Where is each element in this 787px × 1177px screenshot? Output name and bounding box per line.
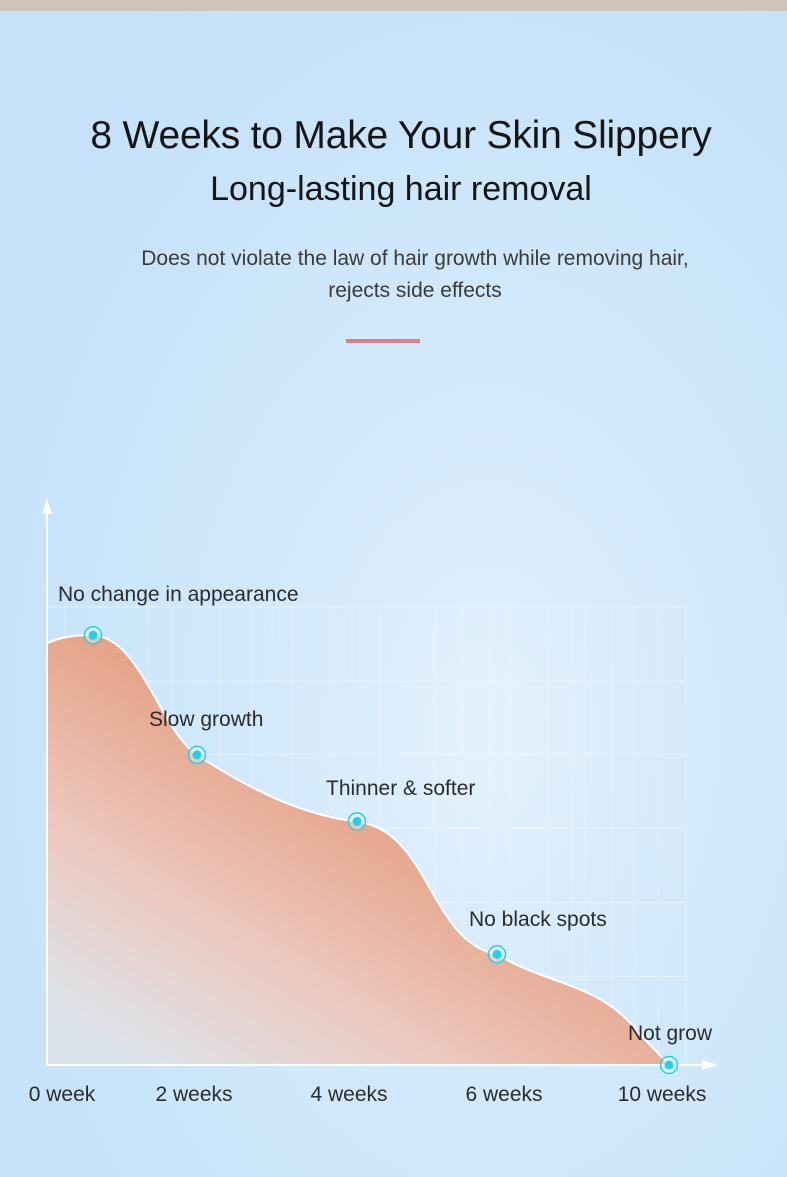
marker-dot bbox=[352, 816, 362, 826]
data-label: Not grow bbox=[628, 1022, 713, 1045]
page-subtitle: Long-lasting hair removal bbox=[210, 170, 592, 208]
x-tick-label: 10 weeks bbox=[618, 1083, 707, 1106]
description-line-2: rejects side effects bbox=[328, 279, 502, 302]
data-point-marker bbox=[187, 745, 207, 765]
marker-dot bbox=[88, 630, 98, 640]
data-label: Thinner & softer bbox=[326, 777, 475, 800]
marker-dot bbox=[492, 949, 502, 959]
marker-dot bbox=[664, 1060, 674, 1070]
x-tick-label: 6 weeks bbox=[465, 1083, 542, 1106]
hair-growth-chart: No change in appearance Slow growth Thinne… bbox=[29, 498, 718, 1106]
data-label: No change in appearance bbox=[58, 583, 299, 606]
description: Does not violate the law of hair growth … bbox=[60, 243, 770, 307]
data-point-marker bbox=[659, 1055, 679, 1075]
description-line-1: Does not violate the law of hair growth … bbox=[141, 247, 689, 270]
x-tick-label: 4 weeks bbox=[310, 1083, 387, 1106]
x-tick-labels: 0 week 2 weeks 4 weeks 6 weeks 10 weeks bbox=[29, 1083, 707, 1106]
data-label: No black spots bbox=[469, 908, 607, 931]
x-axis-arrow-icon bbox=[702, 1060, 718, 1070]
data-point-marker bbox=[83, 626, 103, 645]
data-labels: No change in appearance Slow growth Thinne… bbox=[58, 583, 713, 1045]
page-title: 8 Weeks to Make Your Skin Slippery bbox=[90, 114, 712, 157]
marker-dot bbox=[192, 750, 202, 760]
top-bar bbox=[0, 0, 787, 11]
data-markers bbox=[83, 626, 679, 1075]
data-point-marker bbox=[487, 945, 507, 964]
area-series bbox=[46, 634, 672, 1066]
data-label: Slow growth bbox=[149, 708, 263, 731]
x-tick-label: 0 week bbox=[29, 1083, 96, 1106]
data-point-marker bbox=[347, 812, 367, 831]
x-tick-label: 2 weeks bbox=[155, 1083, 232, 1106]
y-axis-arrow-icon bbox=[42, 498, 52, 514]
axes bbox=[42, 498, 718, 1070]
accent-divider bbox=[346, 339, 420, 343]
